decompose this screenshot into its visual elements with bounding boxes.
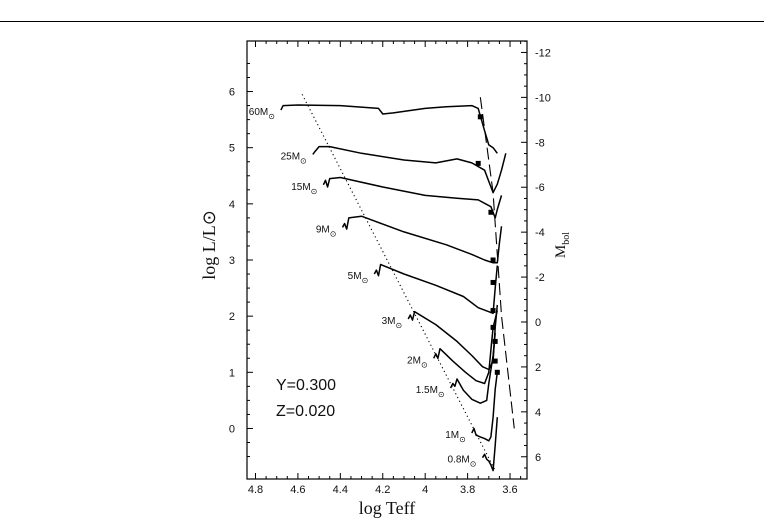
x-tick-label: 4.2 [375, 484, 390, 496]
composition-y: Y=0.300 [276, 377, 336, 394]
right-tick-label: -6 [535, 182, 545, 194]
track-line-9 [471, 372, 499, 442]
right-tick-label: 6 [535, 452, 541, 464]
right-tick-label: 2 [535, 362, 541, 374]
marker-2 [475, 160, 481, 166]
right-tick-label: 4 [535, 407, 541, 419]
track-label-4: 9M⊙ [316, 224, 337, 238]
track-label-7: 2M⊙ [407, 355, 428, 369]
x-tick-label: 4 [422, 484, 428, 496]
track-line-5 [373, 263, 499, 315]
x-tick-label: 4.4 [333, 484, 348, 496]
track-line-3 [322, 176, 503, 219]
x-tick-label: 4.6 [290, 484, 305, 496]
y-tick-label: 3 [229, 255, 235, 267]
track-line-7 [433, 310, 499, 385]
track-label-8: 1.5M⊙ [416, 385, 445, 399]
marker-6 [490, 308, 496, 314]
y-tick-label: 4 [229, 199, 235, 211]
y-axis-title: log L/L⊙ [199, 210, 219, 280]
top-rule [0, 21, 764, 22]
y-tick-label: 0 [229, 423, 235, 435]
track-label-10: 0.8M⊙ [448, 455, 477, 469]
marker-7 [490, 324, 496, 330]
marker-9 [492, 358, 498, 364]
x-axis-title: log Teff [359, 498, 416, 518]
track-label-5: 5M⊙ [348, 271, 369, 285]
marker-4 [490, 257, 496, 263]
track-label-6: 3M⊙ [382, 316, 403, 330]
marker-8 [492, 338, 498, 344]
right-tick-label: -8 [535, 137, 545, 149]
x-tick-label: 3.6 [502, 484, 517, 496]
marker-3 [488, 209, 494, 215]
x-tick-label: 4.8 [248, 484, 263, 496]
y-tick-label: 5 [229, 143, 235, 155]
right-tick-label: -10 [535, 92, 551, 104]
right-tick-label: -2 [535, 272, 545, 284]
right-tick-label: 0 [535, 317, 541, 329]
right-tick-label: -4 [535, 227, 545, 239]
track-label-9: 1M⊙ [445, 430, 466, 444]
x-tick-label: 3.8 [460, 484, 475, 496]
track-line-1 [280, 104, 498, 154]
y-tick-label: 2 [229, 311, 235, 323]
right-axis-title: Mbol [553, 232, 572, 258]
track-line-4 [341, 215, 503, 264]
boundary-dashed-line [479, 97, 515, 429]
y-tick-label: 1 [229, 367, 235, 379]
track-label-1: 60M⊙ [249, 107, 275, 121]
track-line-2 [312, 145, 507, 194]
track-line-10 [481, 417, 499, 472]
y-tick-label: 6 [229, 87, 235, 99]
track-line-8 [449, 332, 496, 404]
marker-10 [494, 369, 500, 375]
right-tick-label: -12 [535, 47, 551, 59]
marker-5 [490, 279, 496, 285]
composition-z: Z=0.020 [276, 403, 335, 420]
marker-1 [477, 114, 483, 120]
track-label-3: 15M⊙ [291, 182, 317, 196]
track-label-2: 25M⊙ [281, 151, 307, 165]
